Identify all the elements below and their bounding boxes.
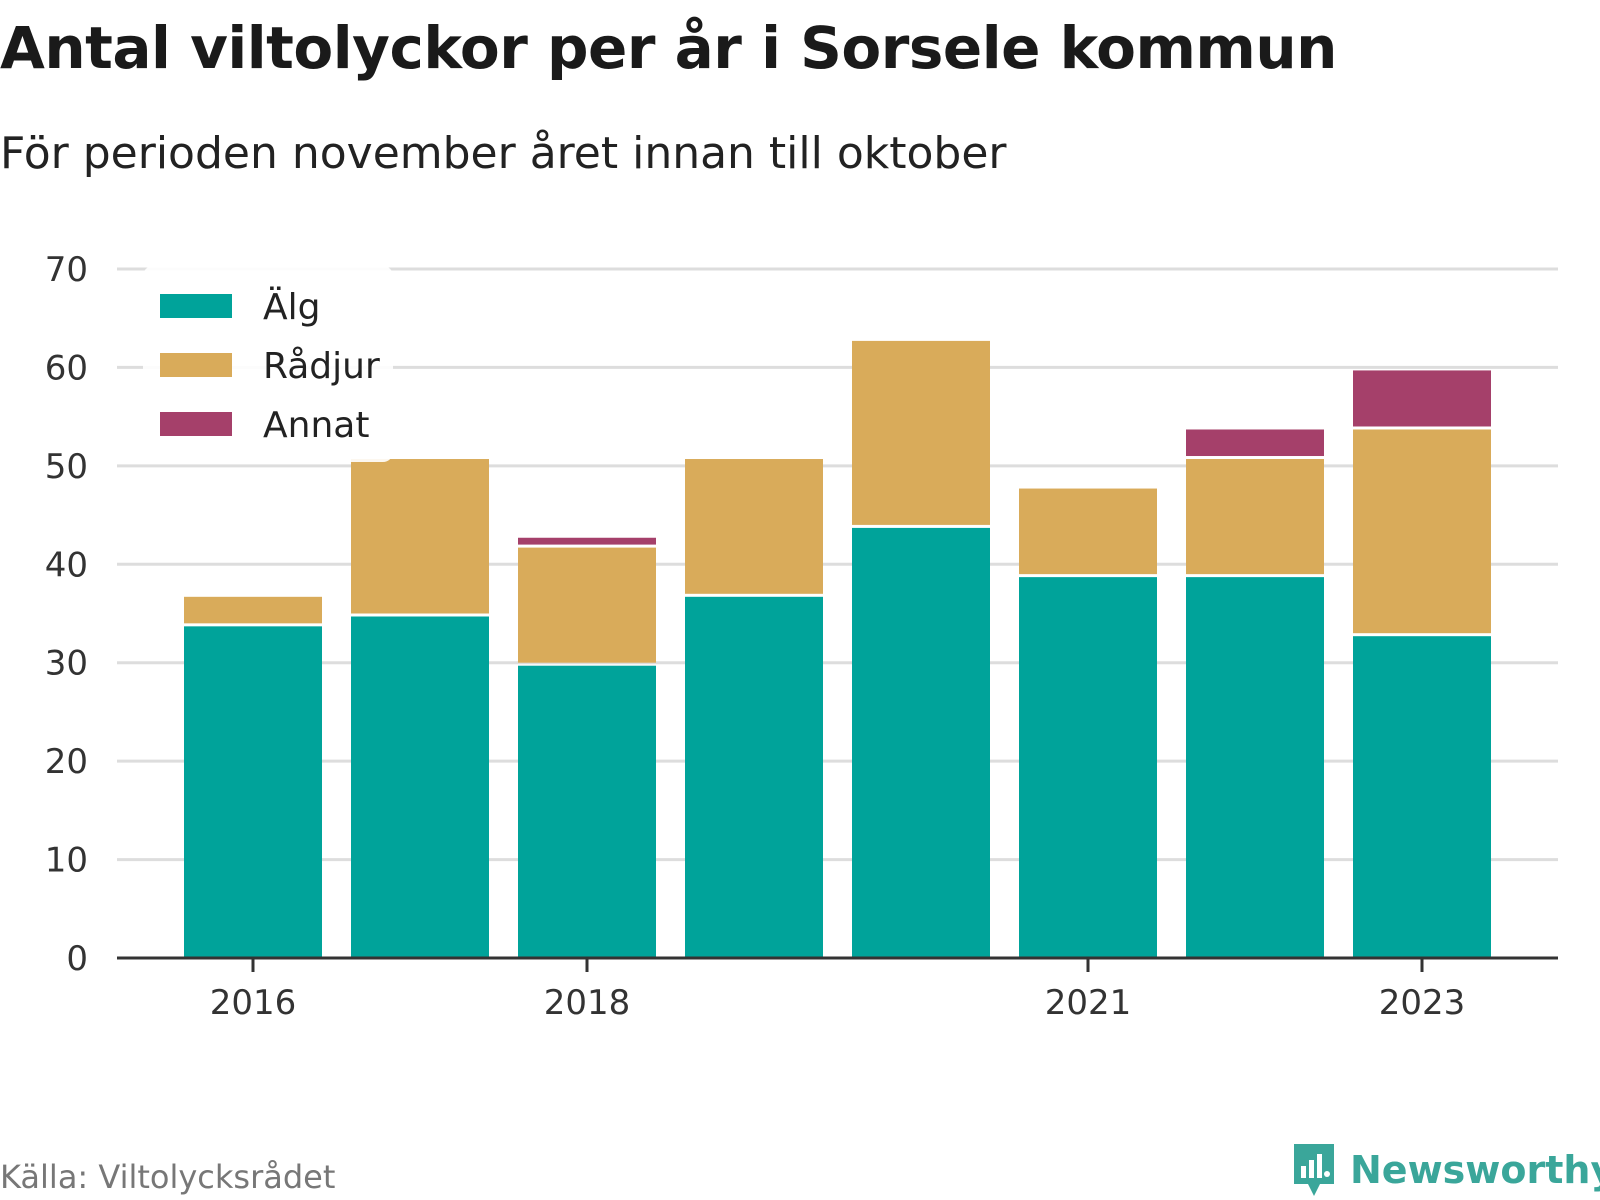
bar-segment xyxy=(518,537,656,545)
legend-label: Rådjur xyxy=(263,346,380,387)
bar-segment xyxy=(685,596,823,958)
bar-segment xyxy=(852,527,990,958)
legend-label: Annat xyxy=(263,405,369,446)
source-note: Källa: Viltolycksrådet xyxy=(0,1158,336,1196)
legend-swatch xyxy=(160,353,232,377)
bar-segment xyxy=(1019,577,1157,958)
y-tick-label: 30 xyxy=(45,644,88,684)
bar-segment xyxy=(1186,459,1324,575)
bar-segment xyxy=(1353,636,1491,958)
bar-segment xyxy=(1186,577,1324,958)
bar-segment xyxy=(518,547,656,663)
y-tick-label: 10 xyxy=(45,841,88,881)
x-tick-label: 2023 xyxy=(1379,983,1466,1023)
chart-title: Antal viltolyckor per år i Sorsele kommu… xyxy=(0,14,1337,82)
legend-swatch xyxy=(160,412,232,436)
bar-segment xyxy=(1353,429,1491,634)
y-tick-label: 50 xyxy=(45,447,88,487)
y-tick-label: 60 xyxy=(45,348,88,388)
bar-segment xyxy=(518,665,656,958)
y-tick-label: 20 xyxy=(45,742,88,782)
bar-segment xyxy=(351,616,489,958)
brand-logo: Newsworthy xyxy=(1290,1140,1600,1200)
legend-label: Älg xyxy=(263,286,320,328)
bar-segment xyxy=(685,459,823,594)
brand-name: Newsworthy xyxy=(1350,1148,1600,1192)
bar-segment xyxy=(1019,488,1157,575)
y-tick-label: 0 xyxy=(66,939,88,979)
newsworthy-logo-icon xyxy=(1294,1144,1334,1196)
legend-swatch xyxy=(160,294,232,318)
bar-segment xyxy=(351,459,489,614)
x-tick-label: 2016 xyxy=(210,983,297,1023)
y-tick-label: 40 xyxy=(45,545,88,585)
bar-segment xyxy=(184,626,322,958)
y-tick-label: 70 xyxy=(45,250,88,290)
bar-segment xyxy=(1353,370,1491,427)
bar-segment xyxy=(184,596,322,624)
x-tick-label: 2018 xyxy=(544,983,631,1023)
chart-subtitle: För perioden november året innan till ok… xyxy=(0,128,1007,179)
bar-segment xyxy=(1186,429,1324,457)
x-tick-label: 2021 xyxy=(1045,983,1132,1023)
bar-segment xyxy=(852,340,990,525)
